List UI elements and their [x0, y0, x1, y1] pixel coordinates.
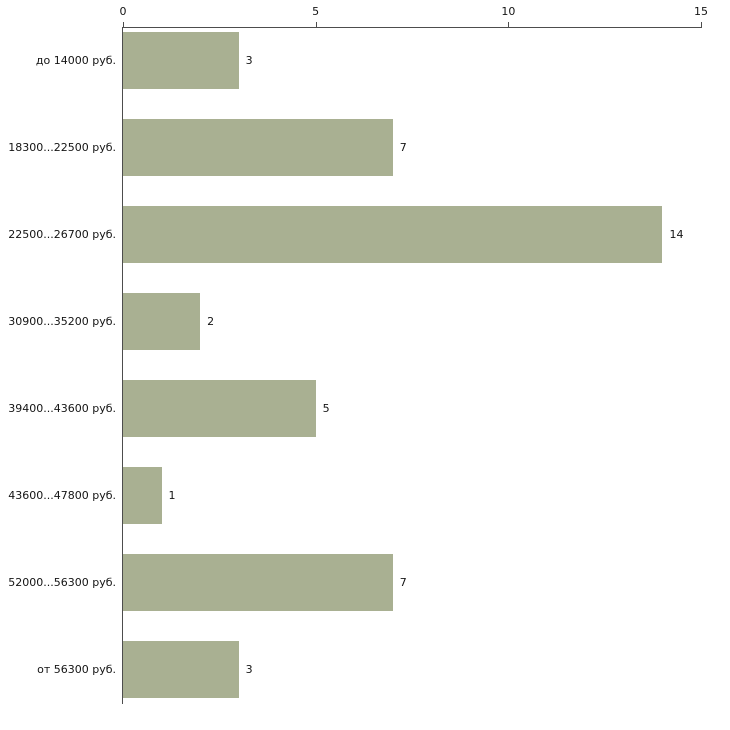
bar [123, 554, 393, 611]
x-axis-tick-label: 0 [119, 5, 127, 18]
value-label: 7 [399, 576, 407, 589]
value-label: 7 [399, 141, 407, 154]
category-label: 39400...43600 руб. [8, 402, 116, 415]
bar-row: 39400...43600 руб. 5 [8, 380, 701, 437]
category-label: 18300...22500 руб. [8, 141, 116, 154]
bar [123, 641, 239, 698]
category-label: 43600...47800 руб. [8, 489, 116, 502]
category-label: до 14000 руб. [35, 54, 116, 67]
value-label: 5 [322, 402, 330, 415]
value-label: 14 [669, 228, 684, 241]
bar-row: 52000...56300 руб. 7 [8, 554, 701, 611]
bar [123, 380, 316, 437]
category-label: от 56300 руб. [37, 663, 116, 676]
bar-row: 43600...47800 руб. 1 [8, 467, 701, 524]
category-label: 52000...56300 руб. [8, 576, 116, 589]
value-label: 2 [207, 315, 215, 328]
value-label: 1 [168, 489, 176, 502]
bar [123, 206, 663, 263]
x-axis-tick [701, 22, 702, 28]
x-axis-tick-label: 15 [694, 5, 708, 18]
value-label: 3 [245, 663, 253, 676]
bar [123, 32, 239, 89]
x-axis-tick [123, 22, 124, 28]
plot-area: 0 5 10 15 до 14000 руб. 3 18300...22500 руб. 7… [8, 5, 708, 704]
bar-rows: до 14000 руб. 3 18300...22500 руб. 7 22500..… [8, 28, 701, 698]
bar [123, 293, 201, 350]
bar [123, 119, 393, 176]
category-label: 30900...35200 руб. [8, 315, 116, 328]
bar [123, 467, 162, 524]
bar-row: 18300...22500 руб. 7 [8, 119, 701, 176]
bar-row: до 14000 руб. 3 [36, 32, 701, 89]
x-axis-tick [508, 22, 510, 28]
bar-row: 30900...35200 руб. 2 [8, 293, 701, 350]
category-label: 22500...26700 руб. [8, 228, 116, 241]
x-axis-tick [315, 22, 317, 28]
bar-row: от 56300 руб. 3 [37, 641, 701, 698]
x-axis-tick-label: 5 [312, 5, 320, 18]
x-axis-tick-label: 10 [501, 5, 516, 18]
value-label: 3 [245, 54, 253, 67]
bar-row: 22500...26700 руб. 14 [8, 206, 701, 263]
